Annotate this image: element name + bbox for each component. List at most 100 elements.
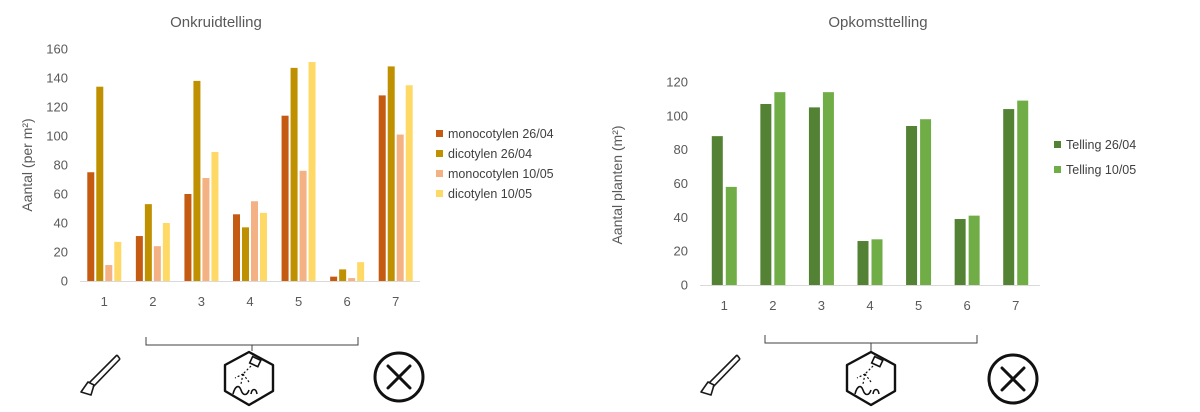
x-tick-label: 5 [915, 298, 922, 313]
bracket [764, 335, 978, 351]
y-axis-label: Aantal (per m²) [19, 118, 35, 211]
bar [299, 170, 307, 281]
bar [290, 67, 298, 281]
bar [251, 201, 258, 281]
legend-swatch [436, 190, 443, 197]
legend-swatch [436, 130, 443, 137]
y-tick-label: 60 [54, 187, 68, 202]
legend: monocotylen 26/04 dicotylen 26/04 monocoty… [436, 127, 554, 201]
legend-swatch [1054, 141, 1061, 148]
y-axis-label: Aantal planten (m²) [609, 125, 625, 244]
y-tick-label: 80 [674, 142, 688, 157]
x-tick-label: 1 [101, 294, 108, 309]
x-tick-label: 4 [866, 298, 873, 313]
bar [378, 95, 386, 282]
x-tick-label: 2 [149, 294, 156, 309]
y-tick-label: 40 [674, 210, 688, 225]
legend-label: dicotylen 26/04 [448, 147, 532, 161]
sprayer-icon [223, 350, 275, 407]
legend-label: Telling 26/04 [1066, 138, 1136, 152]
legend-swatch [436, 150, 443, 157]
x-tick-label: 6 [344, 294, 351, 309]
y-tick-label: 80 [54, 158, 68, 173]
bar [857, 241, 869, 285]
y-tick-label: 140 [46, 71, 68, 86]
bar [387, 66, 395, 282]
bar [281, 115, 289, 281]
bar [808, 107, 820, 285]
bar [711, 136, 723, 285]
bar [184, 194, 192, 281]
x-tick-label: 4 [246, 294, 253, 309]
bar [114, 241, 122, 281]
legend-label: Telling 10/05 [1066, 163, 1136, 177]
bar [906, 125, 918, 285]
y-tick-label: 0 [681, 278, 688, 293]
hoe-icon [80, 354, 121, 396]
chart-onkruidtelling: Onkruidtelling Aantal (per m²) 0 20 40 60 80… [19, 14, 554, 309]
bar [725, 186, 737, 285]
bar [357, 262, 365, 281]
legend-label: monocotylen 10/05 [448, 167, 554, 181]
y-tick-label: 100 [46, 129, 68, 144]
bar [242, 227, 249, 281]
bar [871, 239, 883, 285]
chart-title: Opkomsttelling [828, 14, 927, 31]
bar [153, 246, 161, 281]
bar [760, 103, 772, 285]
bar [135, 236, 143, 281]
x-tick-label: 7 [392, 294, 399, 309]
bar [405, 85, 413, 281]
hoe-icon [700, 354, 741, 396]
legend-swatch [1054, 166, 1061, 173]
bar [954, 219, 966, 285]
bracket [145, 337, 359, 351]
bar [822, 92, 834, 286]
no-treatment-icon [987, 353, 1039, 405]
x-tick-label: 6 [964, 298, 971, 313]
bar [968, 215, 980, 285]
x-tick-label: 5 [295, 294, 302, 309]
y-tick-label: 120 [46, 100, 68, 115]
bar [1003, 109, 1015, 285]
bar [144, 204, 152, 281]
y-tick-label: 120 [666, 75, 688, 90]
bar [774, 92, 786, 286]
bar [348, 278, 356, 281]
bar [396, 134, 404, 281]
treatment-icons-right [700, 335, 1039, 407]
bar [260, 212, 267, 281]
bar [308, 62, 316, 281]
bar [105, 265, 113, 281]
bar [162, 223, 170, 281]
bar [193, 80, 201, 282]
x-tick-label: 1 [721, 298, 728, 313]
y-tick-label: 40 [54, 216, 68, 231]
bar [202, 178, 210, 281]
bar [96, 86, 104, 281]
legend-label: dicotylen 10/05 [448, 187, 532, 201]
no-treatment-icon [373, 351, 425, 403]
x-tick-label: 3 [818, 298, 825, 313]
chart-title: Onkruidtelling [170, 14, 262, 31]
y-tick-label: 60 [674, 176, 688, 191]
bar [339, 269, 347, 281]
treatment-icons-left [80, 337, 425, 407]
bar [1017, 100, 1029, 285]
x-tick-label: 3 [198, 294, 205, 309]
y-tick-label: 20 [674, 244, 688, 259]
legend: Telling 26/04 Telling 10/05 [1054, 138, 1136, 177]
bar [211, 151, 219, 281]
legend-swatch [436, 170, 443, 177]
x-tick-label: 7 [1012, 298, 1019, 313]
y-tick-label: 20 [54, 245, 68, 260]
sprayer-icon [845, 350, 897, 407]
bar [920, 119, 932, 285]
legend-label: monocotylen 26/04 [448, 127, 554, 141]
chart-opkomsttelling: Opkomsttelling Aantal planten (m²) 0 20 40… [609, 14, 1136, 313]
y-tick-label: 100 [666, 108, 688, 123]
bar [233, 214, 240, 281]
bar [87, 172, 95, 281]
bar [330, 276, 338, 281]
